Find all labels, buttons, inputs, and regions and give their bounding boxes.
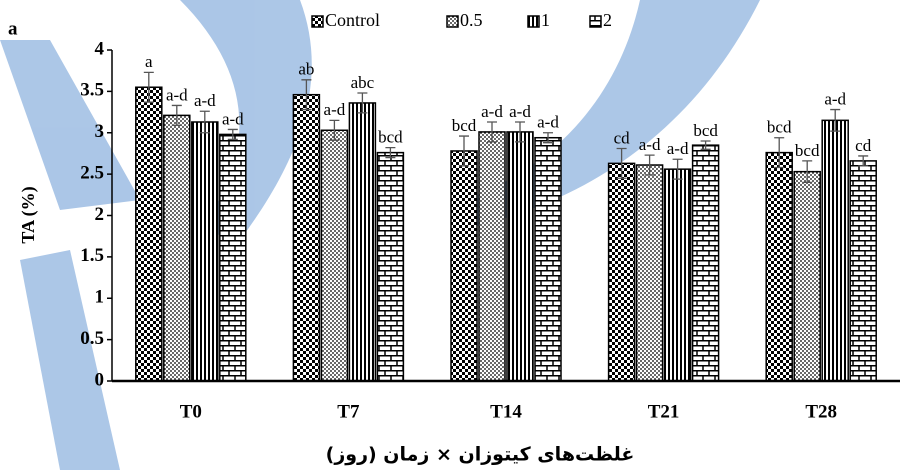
x-tick-label: T0 — [180, 401, 202, 422]
error-bar — [802, 160, 813, 184]
legend-swatch — [589, 15, 602, 28]
bar — [292, 93, 321, 382]
significance-letter: a-d — [639, 135, 661, 154]
error-bar — [487, 121, 497, 143]
significance-letter: a-d — [537, 113, 559, 132]
bar — [765, 151, 793, 382]
significance-letter: a-d — [824, 89, 846, 108]
y-axis-label: TA (%) — [18, 186, 39, 243]
y-tick-label: 1 — [95, 287, 105, 308]
significance-letter: cd — [614, 128, 631, 147]
bar — [219, 133, 247, 382]
y-tick-label: 2 — [95, 204, 105, 225]
bar — [135, 86, 163, 382]
significance-letter: bcd — [767, 118, 792, 137]
significance-letter: a-d — [166, 85, 188, 104]
significance-letter: a-d — [481, 102, 503, 121]
error-bar — [858, 155, 869, 167]
legend-label: 0.5 — [460, 10, 483, 30]
panel-label: a — [8, 18, 18, 39]
error-bar — [143, 71, 154, 103]
legend-label: 2 — [603, 10, 612, 30]
legend-swatch — [527, 15, 540, 28]
error-bar — [830, 108, 841, 132]
x-tick-label: T14 — [490, 401, 522, 422]
legend-swatch — [311, 15, 324, 28]
y-tick-label: 0.5 — [80, 328, 104, 349]
error-bar — [301, 79, 312, 111]
significance-letter: a-d — [324, 100, 346, 119]
bar — [534, 136, 562, 382]
error-bar — [385, 146, 396, 159]
error-bar — [543, 132, 553, 144]
y-tick-label: 1.5 — [80, 245, 104, 266]
error-bar — [199, 110, 210, 134]
significance-letter: bcd — [795, 141, 820, 160]
error-bar — [616, 147, 627, 179]
error-bar — [227, 128, 238, 141]
bar — [450, 150, 478, 382]
significance-letter: abc — [351, 73, 375, 92]
bar — [607, 162, 636, 382]
bar — [478, 131, 506, 382]
error-bar — [329, 119, 340, 141]
bar — [663, 168, 692, 382]
significance-letter: bcd — [378, 128, 403, 147]
bar — [849, 160, 877, 382]
significance-letter: a-d — [194, 91, 216, 110]
y-tick-label: 0 — [95, 369, 105, 390]
bar — [635, 164, 664, 382]
significance-letter: bcd — [452, 116, 477, 135]
bar — [691, 144, 720, 382]
y-tick-label: 2.5 — [80, 162, 104, 183]
x-tick-label: T28 — [805, 401, 837, 422]
y-tick-label: 3.5 — [80, 80, 104, 101]
bar — [506, 131, 534, 382]
legend-label: Control — [325, 10, 380, 30]
error-bar — [459, 135, 469, 167]
error-bar — [357, 92, 368, 114]
error-bar — [774, 137, 785, 169]
significance-letter: ab — [298, 60, 314, 79]
significance-letter: a-d — [509, 102, 531, 121]
bar — [191, 121, 219, 382]
bar — [793, 170, 821, 382]
legend-label: 1 — [541, 10, 550, 30]
bar — [163, 114, 191, 382]
significance-letter: cd — [855, 136, 872, 155]
x-tick-label: T21 — [648, 401, 680, 422]
bar — [376, 151, 405, 382]
error-bar — [672, 158, 683, 180]
legend-swatch — [446, 15, 459, 28]
significance-letter: a — [145, 52, 153, 71]
y-tick-label: 3 — [95, 121, 105, 142]
bar — [348, 102, 377, 382]
significance-letter: a-d — [667, 139, 689, 158]
bar — [320, 129, 349, 382]
x-tick-label: T7 — [337, 401, 360, 422]
error-bar — [700, 140, 711, 150]
significance-letter: bcd — [693, 121, 718, 140]
error-bar — [515, 121, 525, 143]
bar — [821, 119, 849, 382]
error-bar — [171, 104, 182, 126]
y-tick-label: 4 — [95, 38, 105, 59]
x-axis-label: غلظت‌های کیتوزان × زمان (روز) — [326, 444, 635, 466]
significance-letter: a-d — [222, 109, 244, 128]
error-bar — [644, 154, 655, 176]
